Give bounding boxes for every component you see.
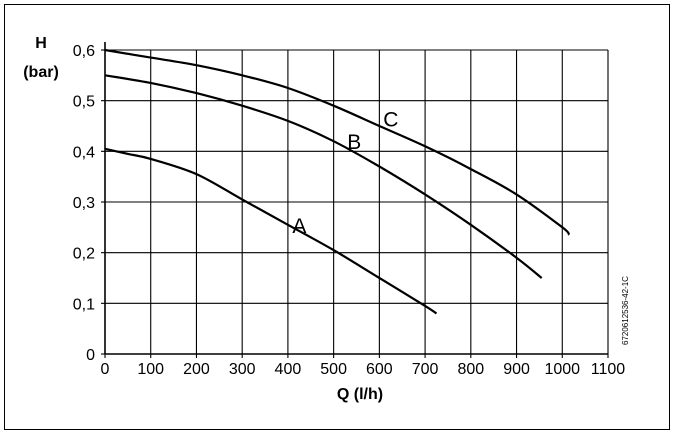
x-tick-label-900: 900 [503, 361, 530, 378]
pump-curve-chart: 0 100 200 300 400 500 600 700 800 900 1000 1100 0 0,1… [23, 35, 630, 403]
curve-label-a: A [292, 215, 306, 238]
curves [104, 48, 571, 315]
series-line-a [104, 147, 438, 315]
y-tick-label-2: 0,2 [73, 246, 95, 263]
y-tick-label-6: 0,6 [73, 43, 95, 60]
x-tick-label-400: 400 [275, 361, 302, 378]
y-tick-label-4: 0,4 [73, 144, 95, 161]
series-line-c [104, 48, 571, 236]
x-tick-label-600: 600 [366, 361, 393, 378]
curve-label-b: B [347, 131, 361, 154]
y-tick-label-0: 0 [86, 347, 95, 364]
figure-code: 6720612536-42-1C [621, 276, 630, 345]
x-tick-label-100: 100 [137, 361, 164, 378]
curve-label-c: C [383, 108, 398, 131]
x-tick-label-200: 200 [183, 361, 210, 378]
x-tick-label-1000: 1000 [544, 361, 580, 378]
grid [101, 42, 609, 358]
y-tick-label-3: 0,3 [73, 195, 95, 212]
curve-labels: A BC [292, 108, 398, 237]
chart-frame: 0 100 200 300 400 500 600 700 800 900 1000 1100 0 0,1… [4, 4, 670, 430]
y-axis-label-line2: (bar) [23, 64, 59, 81]
x-tick-label-800: 800 [457, 361, 484, 378]
y-axis-label-line1: H [35, 35, 47, 52]
x-tick-label-0: 0 [101, 361, 110, 378]
x-tick-label-500: 500 [320, 361, 347, 378]
series-line-b [104, 74, 543, 279]
x-axis-label: Q (l/h) [337, 386, 383, 403]
y-tick-label-1: 0,1 [73, 296, 95, 313]
tick-labels: 0 100 200 300 400 500 600 700 800 900 1000 1100 0 0,1… [73, 43, 626, 378]
x-tick-label-700: 700 [412, 361, 439, 378]
y-tick-label-5: 0,5 [73, 94, 95, 111]
x-tick-label-300: 300 [229, 361, 256, 378]
x-tick-label-1100: 1100 [591, 361, 626, 378]
